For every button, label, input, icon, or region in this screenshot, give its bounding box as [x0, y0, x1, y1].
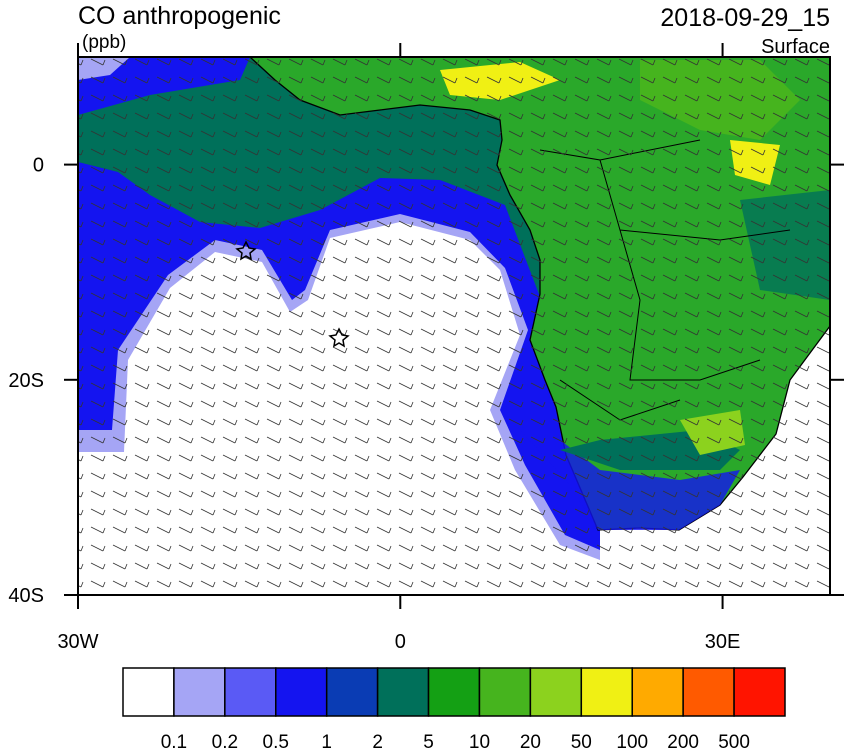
colorbar-box [224, 667, 277, 717]
colorbar-label: 5 [423, 732, 434, 750]
map-frame [77, 56, 831, 596]
site-marker [328, 327, 350, 348]
colorbar-label: 50 [571, 732, 592, 750]
colorbar-box [325, 667, 379, 717]
units: (ppb) [82, 32, 126, 53]
colorbar-box [376, 667, 430, 717]
colorbar-box [122, 667, 175, 717]
colorbar-box [682, 667, 735, 717]
level: Surface [761, 36, 830, 58]
colorbar-box [529, 667, 583, 717]
lat-label: 0 [33, 155, 44, 177]
map-field [78, 57, 830, 595]
title: CO anthropogenic [78, 2, 281, 30]
colorbar-label: 0.2 [212, 732, 238, 750]
datetime: 2018-09-29_15 [660, 4, 830, 32]
colorbar-box [173, 667, 226, 717]
colorbar-box [631, 667, 684, 717]
colorbar-box [427, 667, 481, 717]
colorbar-label: 2 [372, 732, 383, 750]
colorbar-label: 0.1 [161, 732, 187, 750]
lon-label: 30E [705, 631, 741, 653]
colorbar-label: 10 [469, 732, 490, 750]
colorbar-label: 100 [616, 732, 648, 750]
colorbar-label: 1 [321, 732, 332, 750]
colorbar-box [733, 667, 786, 717]
lat-label: 40S [8, 585, 44, 607]
colorbar-label: 0.5 [263, 732, 289, 750]
lon-label: 30W [57, 631, 98, 653]
lon-label: 0 [395, 631, 406, 653]
colorbar-label: 200 [667, 732, 699, 750]
colorbar-label: 500 [718, 732, 750, 750]
colorbar-box [580, 667, 633, 717]
wind-barbs [78, 57, 830, 595]
colorbar-label: 20 [520, 732, 541, 750]
colorbar-box [275, 667, 328, 717]
lat-label: 20S [8, 370, 44, 392]
site-marker [235, 240, 257, 261]
colorbar-box [478, 667, 532, 717]
